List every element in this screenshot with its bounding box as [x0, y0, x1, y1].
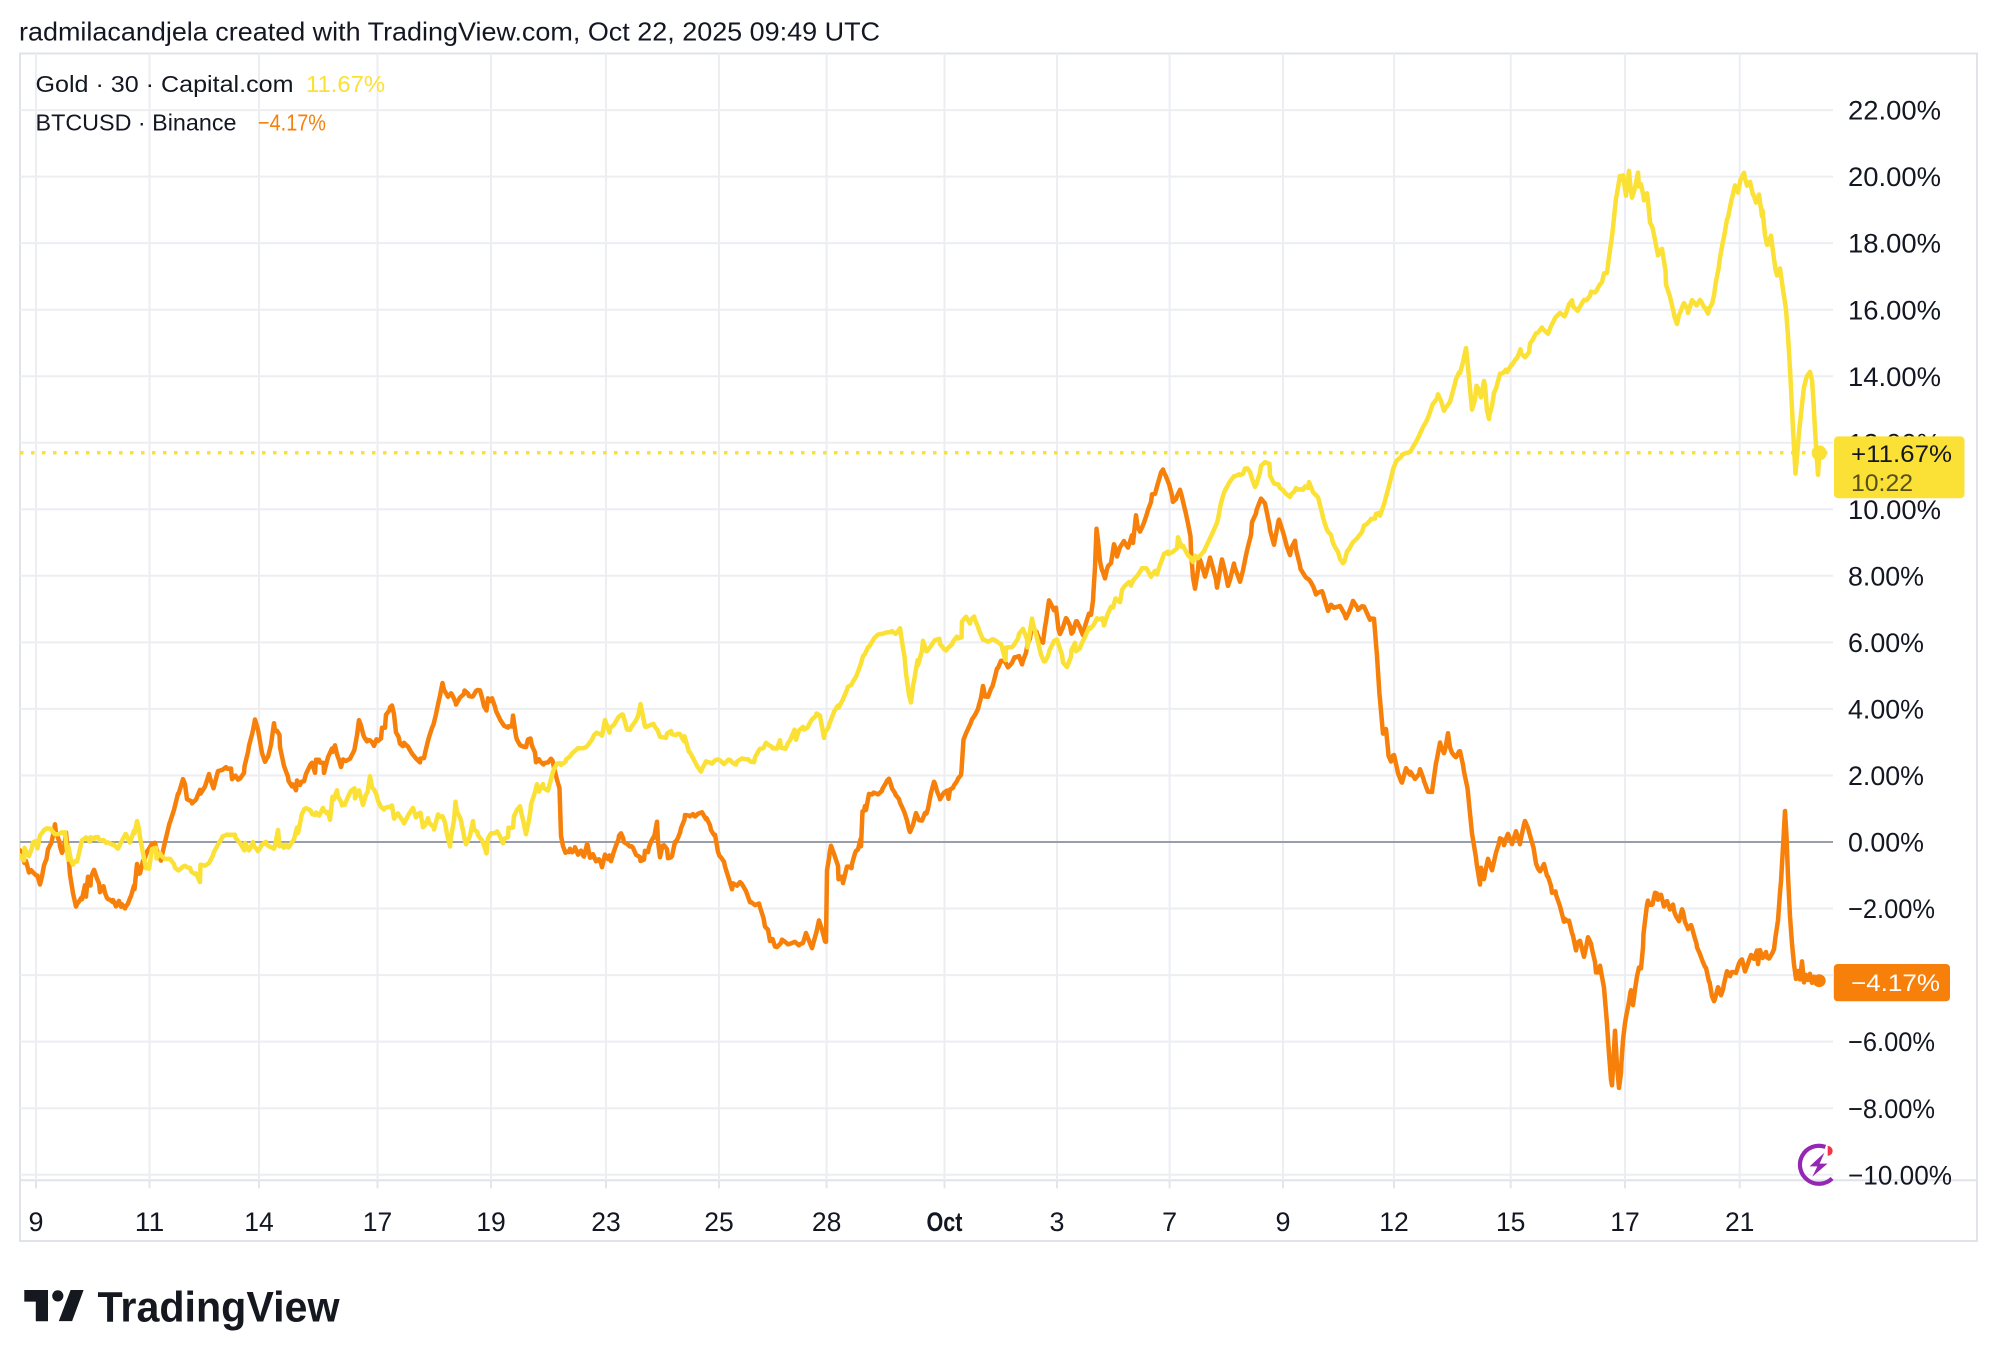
- svg-text:radmilacandjela created with T: radmilacandjela created with TradingView…: [19, 17, 880, 47]
- svg-text:14: 14: [244, 1207, 274, 1237]
- svg-text:−4.17%: −4.17%: [1851, 970, 1940, 997]
- svg-text:3: 3: [1050, 1207, 1065, 1237]
- svg-text:Oct: Oct: [927, 1207, 963, 1237]
- svg-text:17: 17: [363, 1207, 393, 1237]
- svg-text:20.00%: 20.00%: [1848, 162, 1941, 192]
- svg-text:25: 25: [704, 1207, 734, 1237]
- svg-text:11.67%: 11.67%: [306, 71, 385, 97]
- svg-text:18.00%: 18.00%: [1848, 229, 1941, 259]
- svg-text:−4.17%: −4.17%: [258, 110, 326, 136]
- svg-text:6.00%: 6.00%: [1848, 628, 1924, 658]
- svg-text:−8.00%: −8.00%: [1848, 1094, 1935, 1124]
- svg-text:8.00%: 8.00%: [1848, 561, 1924, 591]
- svg-text:2.00%: 2.00%: [1848, 761, 1924, 791]
- svg-text:BTCUSD · Binance: BTCUSD · Binance: [36, 110, 237, 136]
- svg-text:0.00%: 0.00%: [1848, 828, 1924, 858]
- svg-text:TradingView: TradingView: [98, 1283, 341, 1331]
- svg-text:9: 9: [29, 1207, 44, 1237]
- svg-text:12: 12: [1379, 1207, 1409, 1237]
- svg-text:Gold · 30 · Capital.com: Gold · 30 · Capital.com: [36, 71, 294, 97]
- svg-text:14.00%: 14.00%: [1848, 362, 1941, 392]
- svg-text:−6.00%: −6.00%: [1848, 1027, 1935, 1057]
- svg-text:9: 9: [1276, 1207, 1291, 1237]
- svg-text:10.00%: 10.00%: [1848, 495, 1941, 525]
- svg-text:28: 28: [812, 1207, 842, 1237]
- svg-text:10:22: 10:22: [1851, 470, 1913, 497]
- svg-text:4.00%: 4.00%: [1848, 695, 1924, 725]
- svg-text:23: 23: [591, 1207, 621, 1237]
- svg-text:21: 21: [1725, 1207, 1755, 1237]
- svg-text:22.00%: 22.00%: [1848, 96, 1941, 126]
- svg-text:7: 7: [1162, 1207, 1177, 1237]
- svg-text:15: 15: [1496, 1207, 1526, 1237]
- svg-text:−2.00%: −2.00%: [1848, 894, 1935, 924]
- svg-text:11: 11: [135, 1207, 165, 1237]
- svg-text:−10.00%: −10.00%: [1848, 1160, 1952, 1190]
- svg-text:16.00%: 16.00%: [1848, 295, 1941, 325]
- svg-text:17: 17: [1610, 1207, 1640, 1237]
- svg-text:+11.67%: +11.67%: [1851, 441, 1952, 468]
- svg-text:19: 19: [476, 1207, 506, 1237]
